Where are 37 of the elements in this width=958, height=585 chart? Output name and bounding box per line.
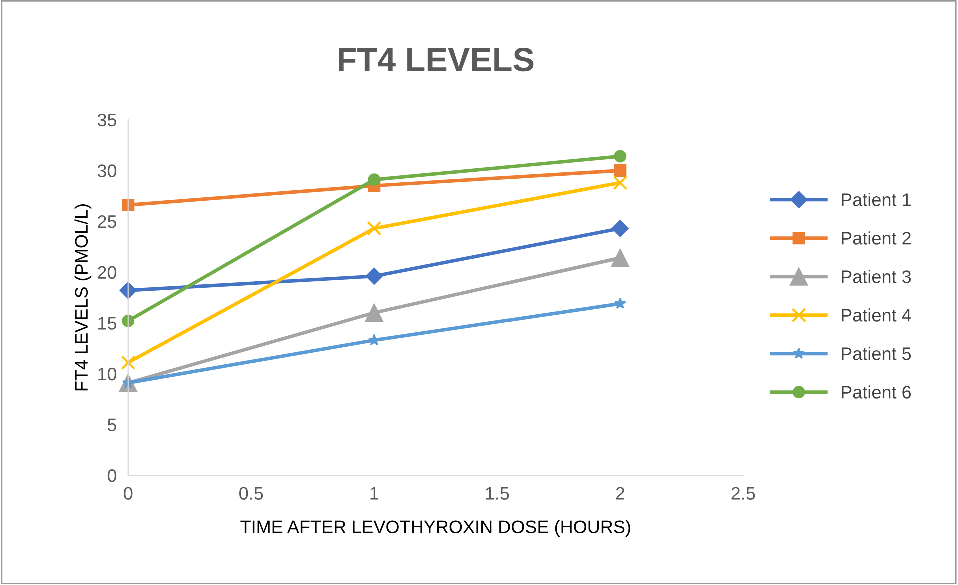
y-tick-label: 25 xyxy=(98,215,117,228)
point xyxy=(122,199,135,212)
y-tick-label: 20 xyxy=(98,266,117,280)
legend-label: Patient 6 xyxy=(842,386,912,399)
y-tick-label: 10 xyxy=(98,368,117,381)
y-tick-label: 0 xyxy=(108,470,117,482)
point xyxy=(366,268,383,285)
x-tick-label: 1 xyxy=(370,487,379,500)
legend-label: Patient 3 xyxy=(842,270,912,284)
x-tick-label: 1.5 xyxy=(486,487,510,500)
y-tick-label: 5 xyxy=(108,418,117,432)
legend-label: Patient 4 xyxy=(842,308,912,322)
x-tick-label: 2.5 xyxy=(732,487,756,500)
x-tick-label: 2 xyxy=(616,487,625,500)
legend-label: Patient 2 xyxy=(842,232,911,245)
point xyxy=(614,164,627,177)
point xyxy=(613,176,628,190)
y-tick-label: 15 xyxy=(98,317,117,330)
point xyxy=(614,150,627,163)
legend-label: Patient 1 xyxy=(842,193,911,206)
point xyxy=(368,174,381,186)
y-axis-title: FT4 LEVELS (PMOL/L) xyxy=(74,204,92,391)
x-axis-title: TIME AFTER LEVOTHYROXIN DOSE (HOURS) xyxy=(240,520,630,538)
point xyxy=(612,220,629,238)
point xyxy=(611,249,630,268)
point xyxy=(614,298,626,310)
point xyxy=(120,282,137,300)
y-tick-label: 35 xyxy=(98,114,117,127)
point xyxy=(121,356,136,370)
point xyxy=(367,221,382,236)
chart-title: FT4 LEVELS xyxy=(339,48,534,72)
y-tick-label: 30 xyxy=(98,164,117,178)
x-tick-label: 0.5 xyxy=(240,487,264,500)
legend-label: Patient 5 xyxy=(842,347,912,360)
point xyxy=(365,304,384,322)
point xyxy=(122,314,135,328)
x-tick-label: 0 xyxy=(124,487,133,500)
